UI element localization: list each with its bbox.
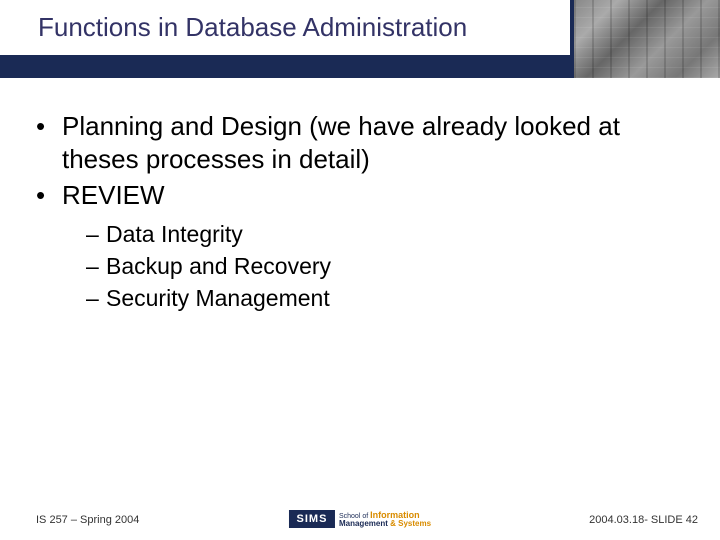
header-bar: Functions in Database Administration bbox=[0, 0, 720, 78]
bullet-item: REVIEW Data Integrity Backup and Recover… bbox=[36, 179, 680, 314]
sub-bullet-item: Data Integrity bbox=[86, 218, 680, 250]
slide-title: Functions in Database Administration bbox=[0, 12, 467, 43]
sims-line2b: & Systems bbox=[390, 519, 431, 528]
footer-date-slide: 2004.03.18- SLIDE 42 bbox=[589, 514, 698, 526]
sims-logo-box: SIMS bbox=[289, 510, 335, 528]
footer-logo: SIMS School of Information Management & … bbox=[289, 510, 431, 528]
bullet-item-text: REVIEW bbox=[62, 180, 165, 210]
bullet-list-level1: Planning and Design (we have already loo… bbox=[36, 110, 680, 314]
footer: IS 257 – Spring 2004 SIMS School of Info… bbox=[0, 502, 720, 526]
sims-line2a: Management bbox=[339, 519, 390, 528]
sub-bullet-item: Security Management bbox=[86, 282, 680, 314]
header-white-block: Functions in Database Administration bbox=[0, 0, 570, 55]
slide-content: Planning and Design (we have already loo… bbox=[36, 110, 680, 318]
header-decorative-image bbox=[570, 0, 720, 78]
bullet-item: Planning and Design (we have already loo… bbox=[36, 110, 680, 175]
sub-bullet-item: Backup and Recovery bbox=[86, 250, 680, 282]
sims-logo-text: School of Information Management & Syste… bbox=[339, 511, 431, 528]
bullet-list-level2: Data Integrity Backup and Recovery Secur… bbox=[62, 218, 680, 315]
footer-course-label: IS 257 – Spring 2004 bbox=[36, 514, 139, 526]
